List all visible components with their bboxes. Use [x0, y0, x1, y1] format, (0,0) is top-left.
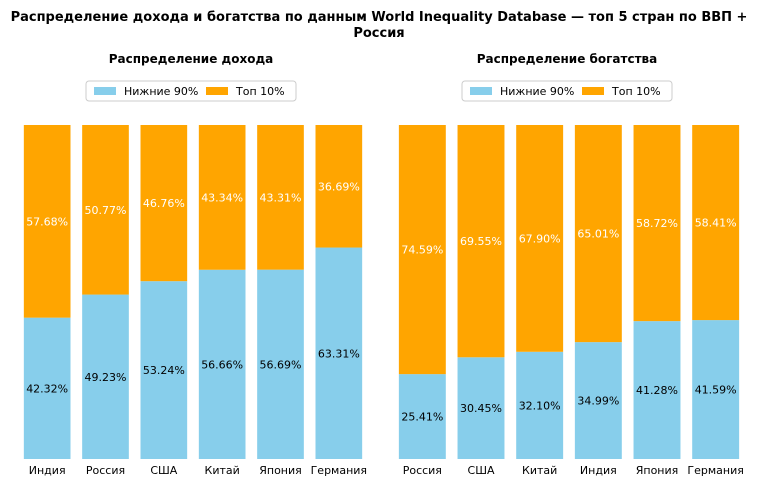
chart-title: Распределение дохода: [109, 52, 274, 66]
figure-title-line2: Россия: [353, 26, 404, 41]
bar-bottom90: [692, 320, 740, 459]
bar-top10: [23, 125, 71, 318]
bar-bottom90: [257, 269, 304, 459]
x-tick-label: Германия: [687, 464, 743, 477]
data-label-top10: 46.76%: [143, 197, 185, 210]
legend-label: Топ 10%: [611, 85, 661, 98]
x-tick-label: Индия: [580, 464, 617, 477]
legend-label: Нижние 90%: [124, 85, 198, 98]
chart-1: Распределение дохода 42.32% 57.68% Индия 49.…: [23, 52, 367, 477]
legend-frame: [85, 80, 297, 102]
bar-bottom90: [633, 321, 681, 459]
data-label-top10: 36.69%: [318, 180, 360, 193]
x-tick-label: Япония: [259, 464, 302, 477]
data-label-bottom90: 63.31%: [318, 347, 360, 360]
legend-swatch: [470, 87, 492, 95]
bar-top10: [516, 125, 564, 352]
data-label-bottom90: 56.66%: [201, 358, 243, 371]
x-tick-label: Индия: [29, 464, 66, 477]
chart-2: Распределение богатства 25.41% 74.59% Росси…: [398, 52, 744, 477]
bar-bottom90: [82, 294, 129, 459]
bar-top10: [398, 125, 446, 375]
data-label-bottom90: 25.41%: [401, 411, 443, 424]
bar-top10: [82, 125, 129, 295]
bar-bottom90: [198, 269, 246, 459]
legend-label: Топ 10%: [235, 85, 285, 98]
bar-bottom90: [315, 247, 363, 459]
bar-top10: [633, 125, 681, 322]
legend: Нижние 90% Топ 10%: [461, 80, 673, 102]
data-label-bottom90: 41.28%: [636, 384, 678, 397]
data-label-top10: 57.68%: [26, 215, 68, 228]
data-label-top10: 69.55%: [460, 235, 502, 248]
data-label-bottom90: 32.10%: [519, 399, 561, 412]
bar-bottom90: [23, 317, 71, 459]
bar-bottom90: [457, 357, 505, 459]
bar-top10: [257, 125, 304, 270]
bar-top10: [140, 125, 188, 282]
x-tick-label: Китай: [205, 464, 240, 477]
charts-group: Распределение дохода 42.32% 57.68% Индия 49.…: [23, 52, 744, 477]
legend-frame: [461, 80, 673, 102]
bar-top10: [457, 125, 505, 358]
legend-label: Нижние 90%: [500, 85, 574, 98]
legend-swatch: [582, 87, 604, 95]
data-label-bottom90: 34.99%: [577, 395, 619, 408]
x-tick-label: США: [150, 464, 177, 477]
bar-bottom90: [398, 374, 446, 459]
legend: Нижние 90% Топ 10%: [85, 80, 297, 102]
figure-title-line1: Распределение дохода и богатства по данн…: [11, 10, 748, 25]
bar-bottom90: [516, 351, 564, 459]
bar-bottom90: [574, 342, 622, 459]
x-tick-label: США: [468, 464, 495, 477]
data-label-bottom90: 49.23%: [85, 371, 127, 384]
legend-swatch: [206, 87, 228, 95]
data-label-top10: 43.34%: [201, 191, 243, 204]
data-label-top10: 67.90%: [519, 232, 561, 245]
data-label-top10: 65.01%: [577, 228, 619, 241]
x-tick-label: Китай: [522, 464, 557, 477]
data-label-top10: 50.77%: [85, 204, 127, 217]
x-tick-label: Россия: [403, 464, 442, 477]
data-label-bottom90: 56.69%: [260, 358, 302, 371]
chart-title: Распределение богатства: [477, 52, 658, 66]
data-label-bottom90: 41.59%: [695, 384, 737, 397]
legend-swatch: [94, 87, 116, 95]
data-label-bottom90: 53.24%: [143, 364, 185, 377]
data-label-bottom90: 30.45%: [460, 402, 502, 415]
bar-top10: [198, 125, 246, 270]
x-tick-label: Япония: [636, 464, 679, 477]
data-label-bottom90: 42.32%: [26, 382, 68, 395]
data-label-top10: 74.59%: [401, 244, 443, 257]
bar-top10: [574, 125, 622, 343]
data-label-top10: 58.41%: [695, 217, 737, 230]
data-label-top10: 43.31%: [260, 191, 302, 204]
x-tick-label: Россия: [86, 464, 125, 477]
bar-top10: [315, 125, 363, 248]
bar-top10: [692, 125, 740, 321]
x-tick-label: Германия: [311, 464, 367, 477]
data-label-top10: 58.72%: [636, 217, 678, 230]
bar-bottom90: [140, 281, 188, 459]
